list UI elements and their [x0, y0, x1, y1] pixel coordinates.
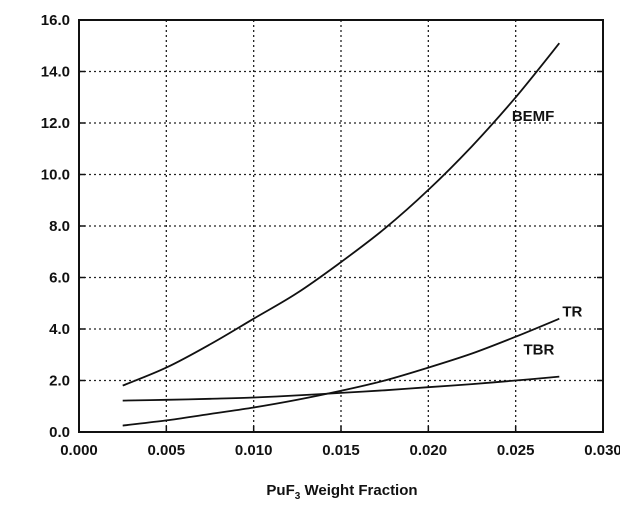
x-tick-label: 0.025	[497, 442, 535, 459]
y-tick-label: 2.0	[49, 373, 70, 390]
x-axis-title: PuF3 Weight Fraction	[266, 482, 417, 502]
y-tick-label: 6.0	[49, 270, 70, 287]
series-label-bemf: BEMF	[512, 108, 555, 125]
axis-ticks: 0.000 0.005 0.010 0.015 0.020 0.025 0.030 0.0 2.…	[41, 12, 620, 459]
series-line-tbr	[122, 375, 560, 402]
x-tick-label: 0.015	[322, 442, 360, 459]
x-tick-label: 0.020	[410, 442, 448, 459]
y-tick-label: 16.0	[41, 12, 70, 29]
series-lines	[122, 42, 561, 427]
y-tick-label: 0.0	[49, 424, 70, 441]
y-tick-label: 14.0	[41, 64, 70, 81]
series-label-tr: TR	[562, 304, 582, 321]
x-tick-label: 0.000	[60, 442, 98, 459]
series-labels: BEMF TR TBR	[512, 108, 583, 358]
series-line-bemf	[122, 42, 561, 387]
x-tick-label: 0.010	[235, 442, 273, 459]
y-tick-label: 10.0	[41, 167, 70, 184]
y-tick-label: 12.0	[41, 115, 70, 132]
series-line-tr	[122, 317, 560, 427]
y-tick-label: 4.0	[49, 321, 70, 338]
grid	[79, 20, 603, 432]
y-tick-label: 8.0	[49, 218, 70, 235]
x-tick-label: 0.030	[584, 442, 620, 459]
x-tick-label: 0.005	[148, 442, 186, 459]
series-label-tbr: TBR	[524, 342, 555, 359]
